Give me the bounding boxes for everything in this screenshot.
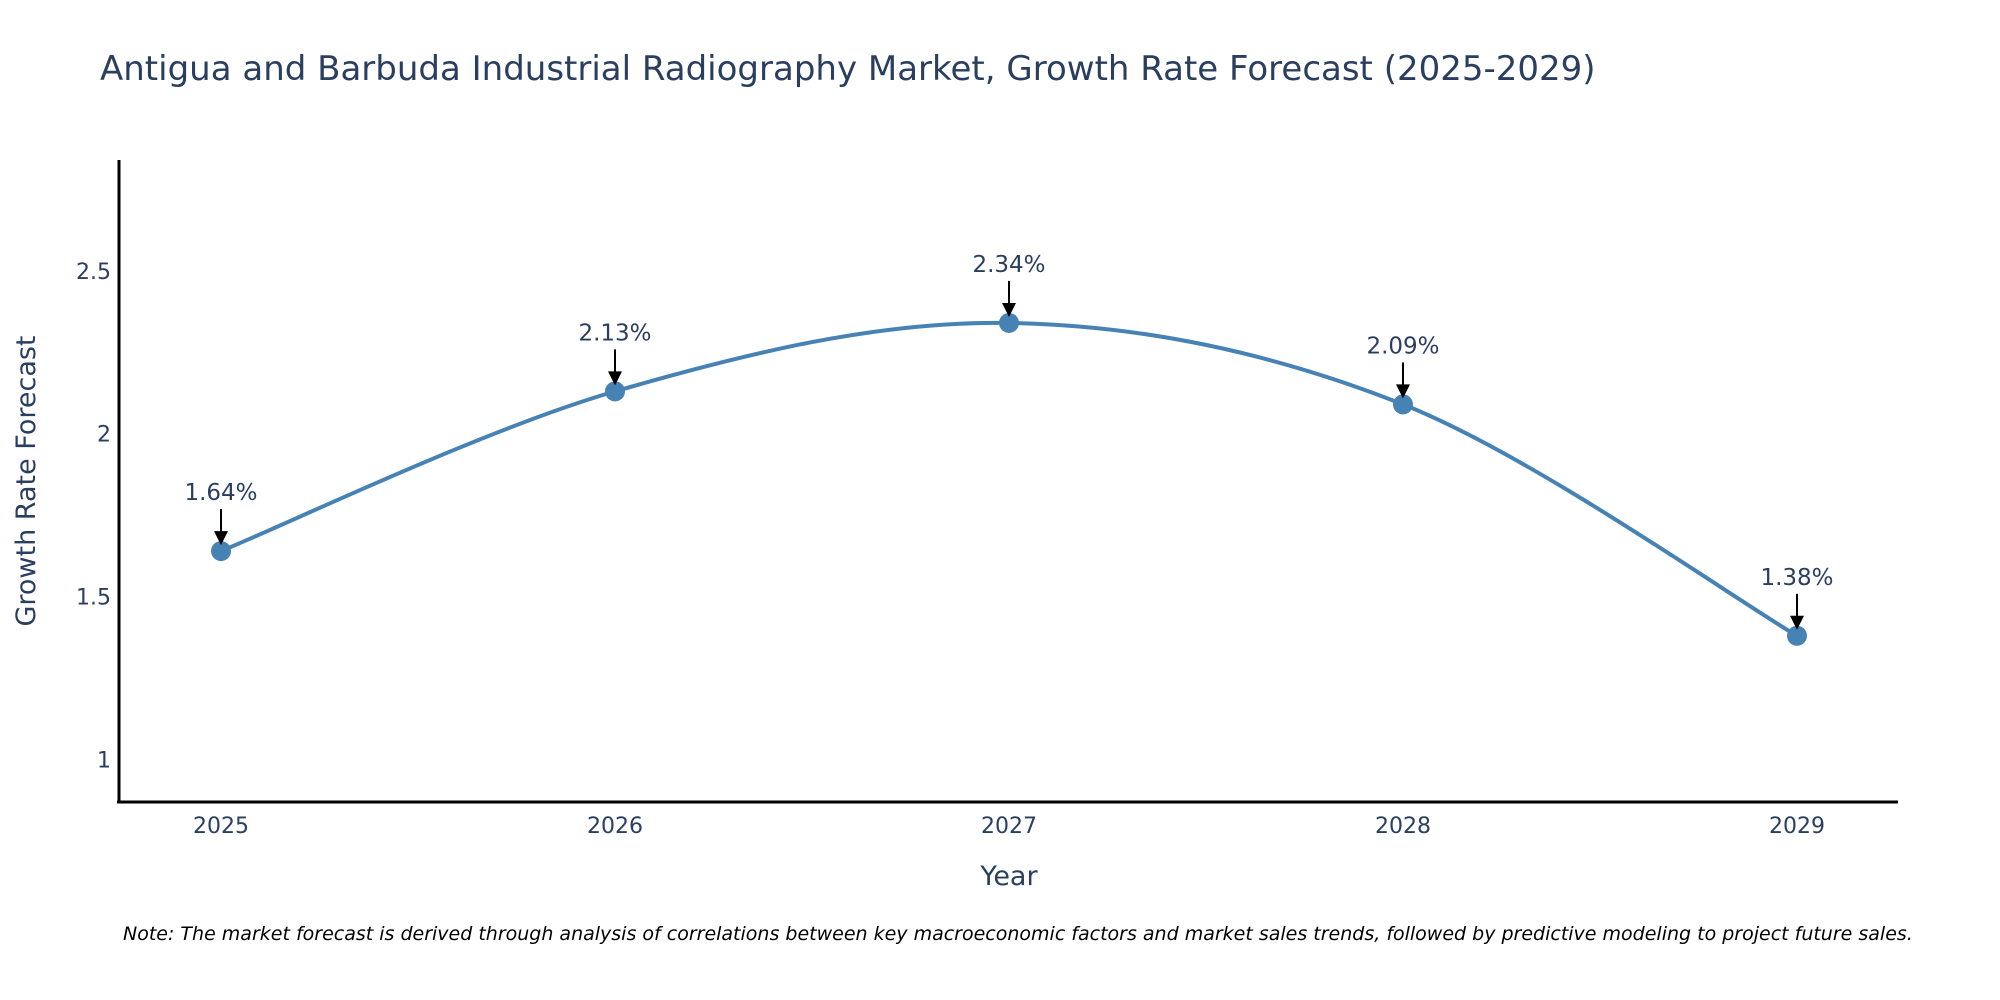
data-point-marker: [999, 312, 1019, 333]
y-tick-label: 1.5: [76, 586, 111, 611]
series-line: [220, 320, 1799, 638]
x-tick-label: 2029: [1769, 814, 1825, 839]
y-tick-label: 2: [97, 423, 111, 448]
series-markers: [211, 312, 1807, 646]
plot-area: 1 1.5 2 2.5 2025 2026 2027 2028 2029 1.64% 2.13%…: [76, 160, 1898, 839]
annotation-arrow-head: [1396, 384, 1410, 399]
data-point-marker: [211, 541, 231, 562]
y-axis-ticks: 1 1.5 2 2.5: [76, 260, 111, 774]
data-label: 2.13%: [578, 320, 651, 346]
data-point-marker: [1393, 394, 1413, 415]
x-tick-label: 2026: [587, 814, 643, 839]
annotation-arrow-head: [1790, 615, 1804, 630]
data-annotations: 1.64% 2.13% 2.34% 2.09% 1.38%: [184, 252, 1834, 630]
data-point-marker: [605, 381, 625, 402]
data-label: 2.34%: [972, 252, 1045, 278]
data-label: 2.09%: [1366, 333, 1439, 359]
annotation-arrow-head: [214, 531, 228, 546]
x-tick-label: 2028: [1375, 814, 1431, 839]
x-axis-ticks: 2025 2026 2027 2028 2029: [193, 814, 1825, 839]
footnote: Note: The market forecast is derived thr…: [123, 923, 1913, 945]
x-axis-title: Year: [979, 861, 1038, 892]
y-tick-label: 2.5: [76, 260, 111, 285]
annotation-arrow-head: [1002, 302, 1016, 317]
y-axis-title: Growth Rate Forecast: [11, 335, 42, 626]
data-label: 1.38%: [1760, 565, 1833, 591]
data-point-marker: [1787, 625, 1807, 646]
x-tick-label: 2027: [981, 814, 1037, 839]
data-label: 1.64%: [184, 480, 257, 506]
x-tick-label: 2025: [193, 814, 249, 839]
annotation-arrow-head: [608, 371, 622, 386]
y-tick-label: 1: [97, 749, 111, 774]
chart-title: Antigua and Barbuda Industrial Radiograp…: [100, 49, 1596, 89]
